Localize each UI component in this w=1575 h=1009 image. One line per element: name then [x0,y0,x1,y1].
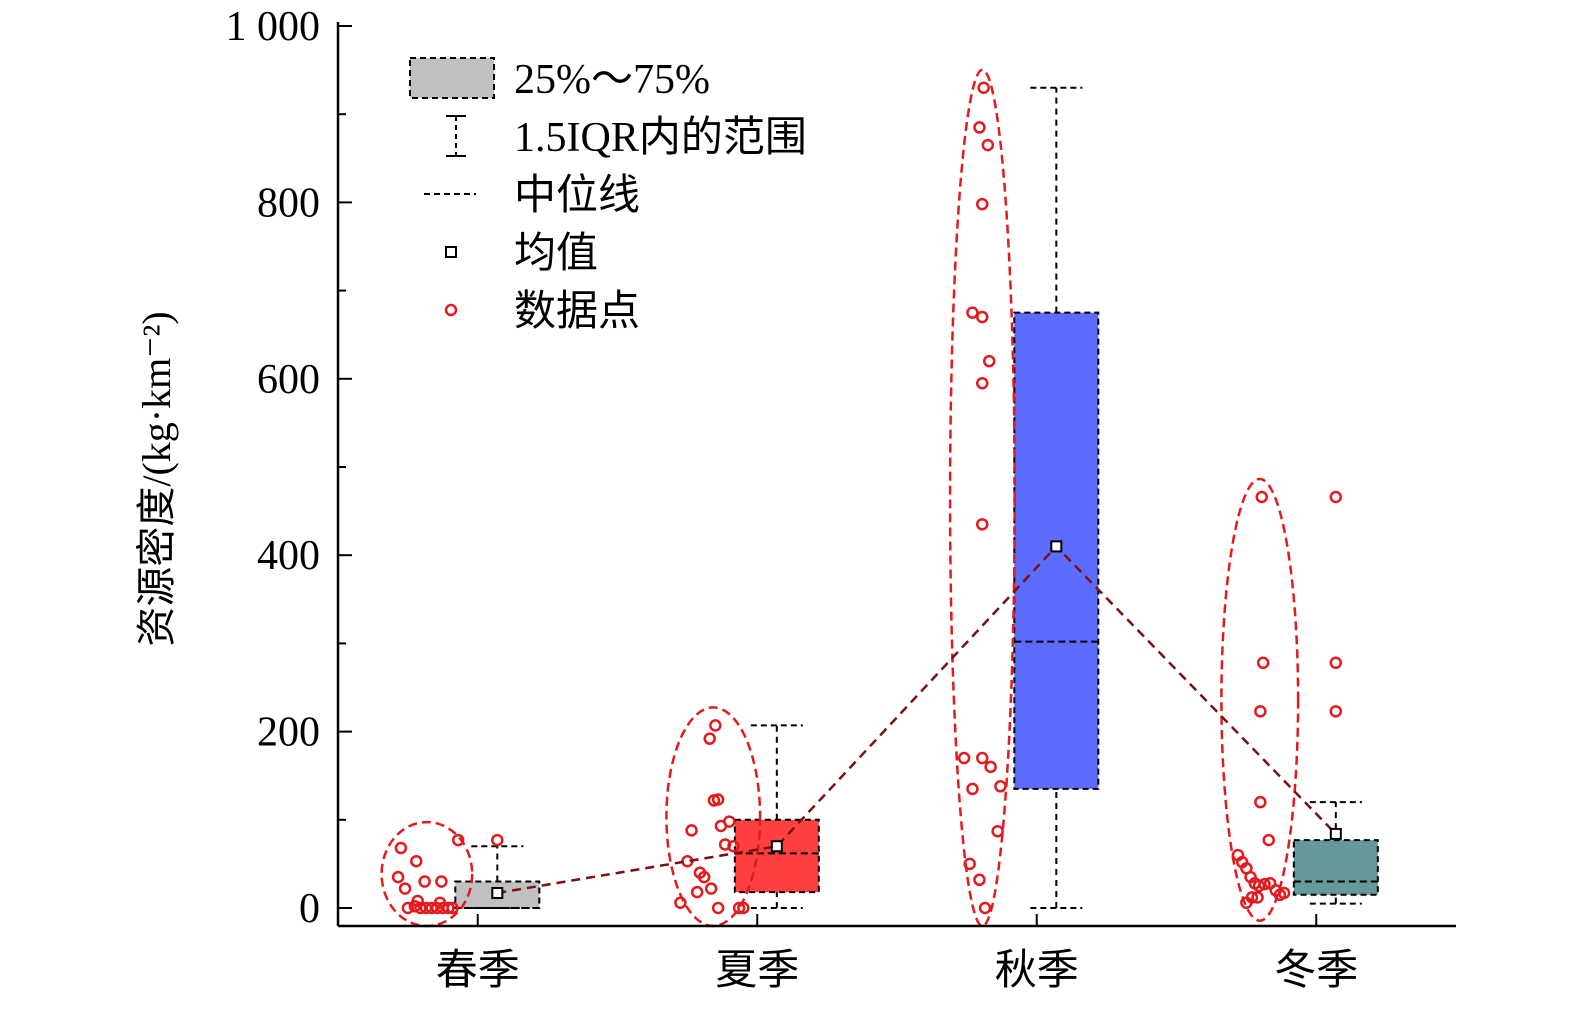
data-point [718,838,732,851]
data-point [963,857,976,871]
data-point [975,376,989,390]
data-point [674,896,687,909]
data-point [1252,879,1266,893]
data-point [709,719,722,732]
outlier-point [1329,656,1343,670]
data-point [1258,877,1271,891]
y-tick-label: 800 [257,180,320,226]
data-point [732,901,746,915]
data-ellipse [948,68,1016,928]
chart-marks [380,68,1379,928]
data-point [711,793,725,806]
iqr-box [733,818,820,894]
data-point [1254,795,1267,809]
outlier-point [491,833,504,847]
data-point [418,875,431,888]
data-ellipse [1220,477,1300,922]
data-point [451,833,465,847]
data-point [703,732,716,745]
legend-label: 1.5IQR内的范围 [514,115,807,161]
data-point [394,841,408,855]
data-point [977,81,990,94]
legend-item-median: 中位线 [424,172,640,219]
y-tick-label: 600 [257,357,320,403]
x-tick-label: 秋季 [995,948,1079,994]
legend-box-swatch [409,57,495,99]
data-point [446,901,459,915]
mean-marker [491,887,504,900]
data-point [435,875,448,888]
legend-label: 均值 [514,231,598,277]
legend-item-box: 25%～75% [409,57,710,103]
x-tick-label: 夏季 [715,948,799,994]
outlier-point [1329,490,1343,504]
data-point [966,306,979,319]
axes: 0 200 400 600 800 1 000 春季 夏季 秋季 冬季 [226,4,1456,994]
data-point [1256,656,1270,670]
mean-marker [770,840,783,853]
data-point [704,882,718,895]
data-point [975,310,989,324]
mean-marker [1329,827,1342,840]
legend-label: 中位线 [514,172,640,219]
data-point [711,901,725,915]
mean-marker [1050,540,1063,553]
legend-item-points: 数据点 [444,289,640,335]
data-point [401,901,415,915]
y-tick-label: 0 [299,886,320,932]
x-tick-label: 冬季 [1274,948,1358,994]
legend-label: 25%～75% [514,57,710,103]
mean-trend-line [497,544,1337,895]
legend-mean-swatch [445,246,457,258]
data-point [685,824,698,837]
data-point [975,197,989,211]
data-point [973,873,986,887]
legend-item-whisker: 1.5IQR内的范围 [446,115,807,161]
data-point [1251,891,1264,904]
data-point [981,138,995,152]
data-point [1277,886,1291,900]
data-point [690,885,704,899]
data-point [410,855,423,868]
data-point [975,751,989,765]
data-point [398,882,412,895]
data-point [991,825,1004,838]
data-point [433,896,447,909]
data-point [982,354,996,368]
legend-point-swatch [444,303,458,317]
x-tick-label: 春季 [436,948,520,994]
y-tick-label: 1 000 [226,4,321,50]
data-point [957,751,971,765]
data-point [411,894,424,908]
data-point [984,760,997,774]
data-point [697,870,711,884]
data-point [442,901,455,915]
iqr-box [1292,839,1379,896]
data-point [1245,891,1259,904]
outlier-point [1329,705,1343,718]
y-tick-label: 200 [257,710,320,756]
data-point [966,782,979,796]
data-point [737,901,750,915]
data-point [1262,833,1275,847]
legend-item-mean: 均值 [445,231,598,277]
y-tick-label: 400 [257,533,320,579]
data-point [727,840,740,853]
data-point [1255,490,1268,504]
data-point [723,815,736,828]
data-point [1254,705,1267,718]
data-point [973,121,986,134]
y-axis-label: 资源密度/(kg·km⁻²) [134,311,179,646]
data-point [391,870,405,884]
data-point [975,518,989,531]
data-point [994,780,1007,793]
legend-label: 数据点 [514,289,640,335]
data-point [978,901,992,915]
